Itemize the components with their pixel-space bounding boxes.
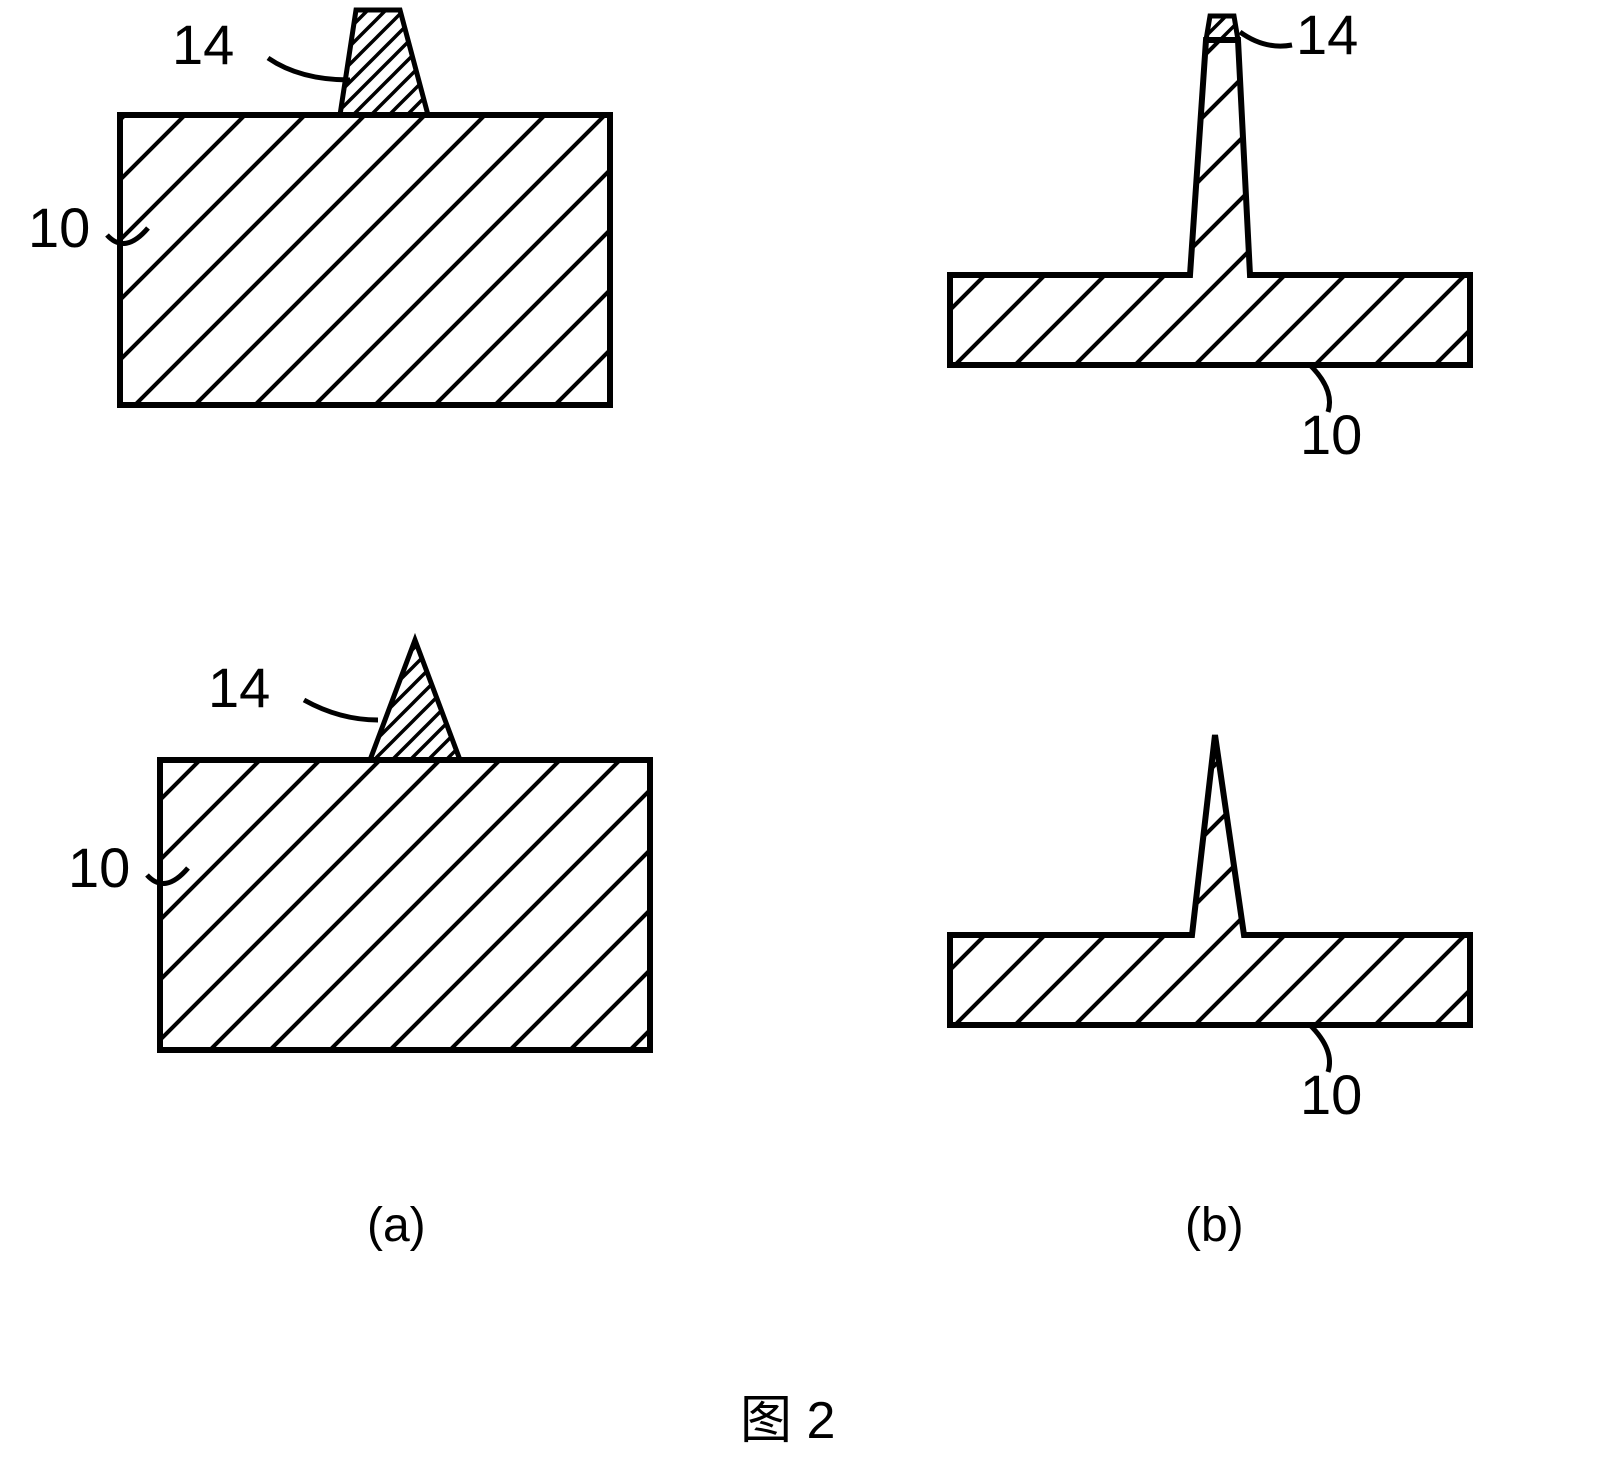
ref-10-b-bottom: 10 bbox=[1300, 1062, 1362, 1127]
ref-14-a-top: 14 bbox=[172, 12, 234, 77]
figure-2-svg bbox=[0, 0, 1608, 1475]
leader-14-b-top bbox=[1240, 32, 1292, 46]
cap-14-b-top bbox=[1206, 16, 1238, 40]
block-10-a-bottom bbox=[160, 760, 650, 1050]
panel-b-top bbox=[950, 16, 1470, 412]
block-10-a-top bbox=[120, 115, 610, 405]
ref-14-a-bottom: 14 bbox=[208, 655, 270, 720]
panel-b-bottom bbox=[950, 735, 1470, 1072]
ref-10-b-top: 10 bbox=[1300, 402, 1362, 467]
figure-caption: 图 2 bbox=[740, 1378, 835, 1453]
base-fin-10-b-top bbox=[950, 40, 1470, 365]
ref-14-b-top: 14 bbox=[1296, 2, 1358, 67]
sublabel-b: (b) bbox=[1185, 1198, 1244, 1253]
leader-14-a-bottom bbox=[304, 700, 378, 720]
ref-10-a-bottom: 10 bbox=[68, 835, 130, 900]
sublabel-a: (a) bbox=[367, 1198, 426, 1253]
leader-14-a-top bbox=[268, 58, 350, 80]
protrusion-14-a-bottom bbox=[370, 640, 460, 760]
protrusion-14-a-top bbox=[340, 10, 428, 115]
base-fin-10-b-bottom bbox=[950, 735, 1470, 1025]
ref-10-a-top: 10 bbox=[28, 195, 90, 260]
